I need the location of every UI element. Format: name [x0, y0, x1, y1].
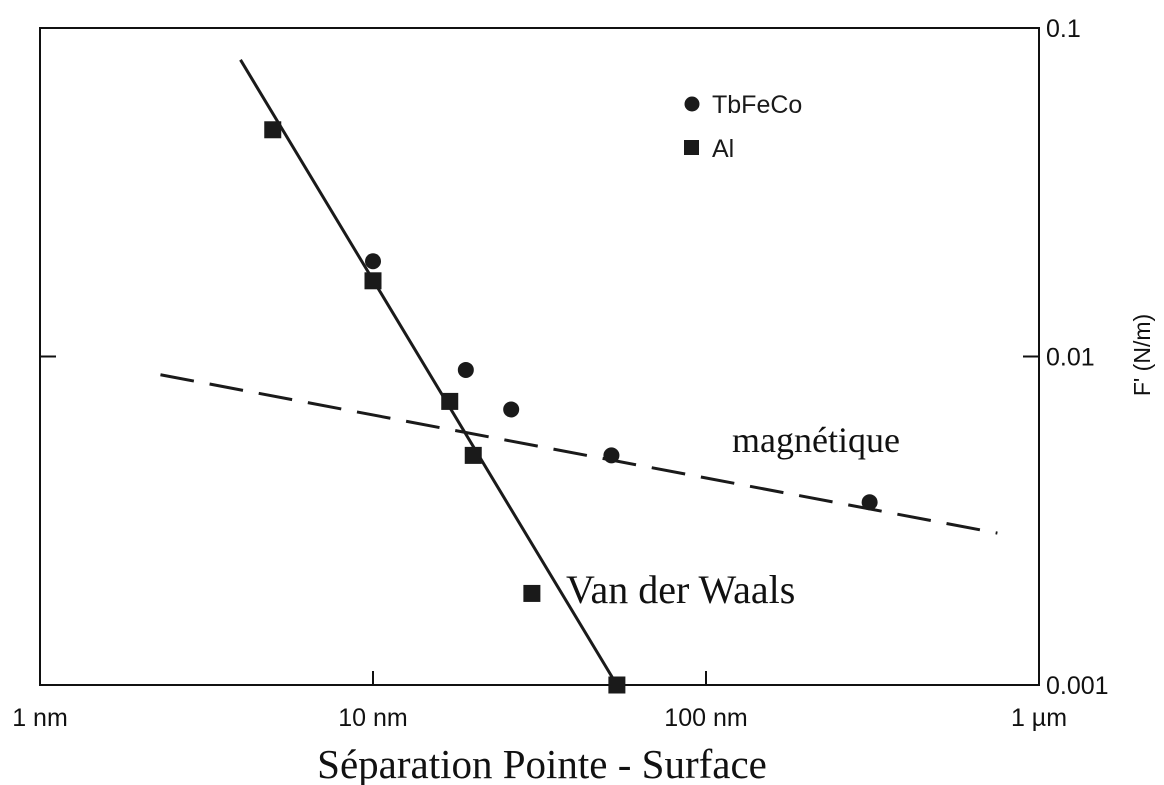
- data-point-al: [364, 272, 382, 290]
- axis-ticks: [40, 355, 1039, 685]
- data-point-tbfeco: [365, 253, 381, 270]
- x-tick-label: 1 nm: [12, 704, 68, 732]
- annotation-van-der-waals: Van der Waals: [566, 567, 795, 612]
- data-point-tbfeco: [861, 494, 878, 511]
- legend-label-tbfeco: TbFeCo: [712, 91, 802, 119]
- data-point-al: [523, 584, 541, 602]
- legend-marker-square: [684, 140, 699, 155]
- data-point-tbfeco: [503, 401, 520, 418]
- legend-marker-circle: [684, 96, 700, 112]
- y-tick-label: 0.001: [1046, 672, 1109, 700]
- y-axis-label: F' (N/m): [1129, 314, 1155, 396]
- y-tick-label: 0.01: [1046, 344, 1095, 372]
- fit-lines: [160, 59, 998, 686]
- data-point-al: [441, 392, 459, 410]
- x-tick-labels: 1 nm 10 nm 100 nm 1 µm: [12, 704, 1067, 732]
- data-point-al: [608, 676, 626, 694]
- annotation-magnetique: magnétique: [732, 420, 900, 460]
- x-tick-label: 1 µm: [1011, 704, 1067, 732]
- x-tick-label: 10 nm: [338, 704, 407, 732]
- fit-line-van-der-waals: [239, 59, 619, 686]
- x-tick-label: 100 nm: [664, 704, 747, 732]
- data-point-tbfeco: [603, 447, 620, 464]
- data-point-tbfeco: [457, 361, 474, 378]
- legend: TbFeCo Al: [684, 91, 802, 163]
- x-axis-label: Séparation Pointe - Surface: [317, 741, 767, 785]
- y-tick-label: 0.1: [1046, 15, 1081, 43]
- y-tick-labels: 0.1 0.01 0.001: [1046, 15, 1109, 700]
- data-point-al: [464, 446, 482, 464]
- fit-line-magnetic: [160, 373, 998, 535]
- legend-label-al: Al: [712, 135, 734, 163]
- data-point-al: [264, 121, 282, 139]
- data-markers: [264, 121, 878, 694]
